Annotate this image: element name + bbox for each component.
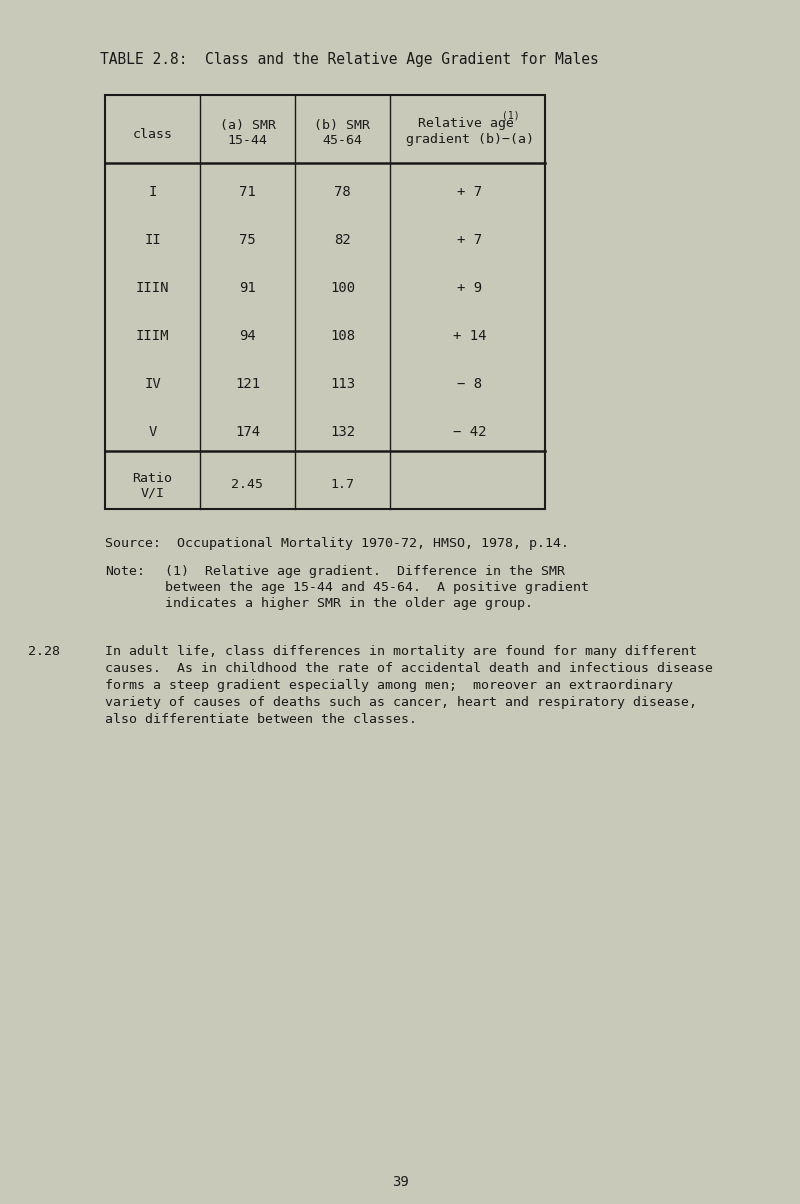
- Text: causes.  As in childhood the rate of accidental death and infectious disease: causes. As in childhood the rate of acci…: [105, 662, 713, 675]
- Text: − 8: − 8: [458, 377, 482, 391]
- Text: 100: 100: [330, 281, 355, 295]
- Text: Source:  Occupational Mortality 1970-72, HMSO, 1978, p.14.: Source: Occupational Mortality 1970-72, …: [105, 537, 569, 550]
- Text: indicates a higher SMR in the older age group.: indicates a higher SMR in the older age …: [165, 597, 533, 610]
- Text: 39: 39: [392, 1175, 408, 1190]
- Text: variety of causes of deaths such as cancer, heart and respiratory disease,: variety of causes of deaths such as canc…: [105, 696, 697, 709]
- Text: 113: 113: [330, 377, 355, 391]
- Text: + 9: + 9: [458, 281, 482, 295]
- Text: 121: 121: [235, 377, 260, 391]
- Text: − 42: − 42: [454, 425, 486, 439]
- Text: Relative age: Relative age: [418, 117, 514, 130]
- Text: II: II: [144, 234, 161, 247]
- Text: 75: 75: [239, 234, 256, 247]
- Bar: [105, 95, 545, 509]
- Text: + 14: + 14: [454, 329, 486, 343]
- Text: between the age 15-44 and 45-64.  A positive gradient: between the age 15-44 and 45-64. A posit…: [165, 582, 589, 594]
- Text: 82: 82: [334, 234, 351, 247]
- Text: I: I: [148, 185, 157, 199]
- Text: gradient (b)−(a): gradient (b)−(a): [406, 132, 534, 146]
- Text: class: class: [133, 129, 173, 142]
- Text: 1.7: 1.7: [330, 478, 354, 491]
- Text: (1): (1): [502, 110, 520, 120]
- Text: 174: 174: [235, 425, 260, 439]
- Text: Ratio: Ratio: [133, 472, 173, 484]
- Text: In adult life, class differences in mortality are found for many different: In adult life, class differences in mort…: [105, 645, 697, 659]
- Text: + 7: + 7: [458, 234, 482, 247]
- Text: + 7: + 7: [458, 185, 482, 199]
- Text: also differentiate between the classes.: also differentiate between the classes.: [105, 713, 417, 726]
- Text: IIIM: IIIM: [136, 329, 170, 343]
- Text: (b) SMR: (b) SMR: [314, 118, 370, 131]
- Text: 45-64: 45-64: [322, 135, 362, 148]
- Text: Note:: Note:: [105, 565, 145, 578]
- Text: (a) SMR: (a) SMR: [219, 118, 275, 131]
- Text: IIIN: IIIN: [136, 281, 170, 295]
- Text: 15-44: 15-44: [227, 135, 267, 148]
- Text: TABLE 2.8:  Class and the Relative Age Gradient for Males: TABLE 2.8: Class and the Relative Age Gr…: [100, 52, 598, 67]
- Text: 2.28: 2.28: [28, 645, 60, 659]
- Text: 132: 132: [330, 425, 355, 439]
- Text: 78: 78: [334, 185, 351, 199]
- Text: 2.45: 2.45: [231, 478, 263, 491]
- Text: (1)  Relative age gradient.  Difference in the SMR: (1) Relative age gradient. Difference in…: [165, 565, 565, 578]
- Text: IV: IV: [144, 377, 161, 391]
- Text: 91: 91: [239, 281, 256, 295]
- Text: V/I: V/I: [141, 486, 165, 500]
- Text: V: V: [148, 425, 157, 439]
- Text: 71: 71: [239, 185, 256, 199]
- Text: 94: 94: [239, 329, 256, 343]
- Text: 108: 108: [330, 329, 355, 343]
- Text: forms a steep gradient especially among men;  moreover an extraordinary: forms a steep gradient especially among …: [105, 679, 673, 692]
